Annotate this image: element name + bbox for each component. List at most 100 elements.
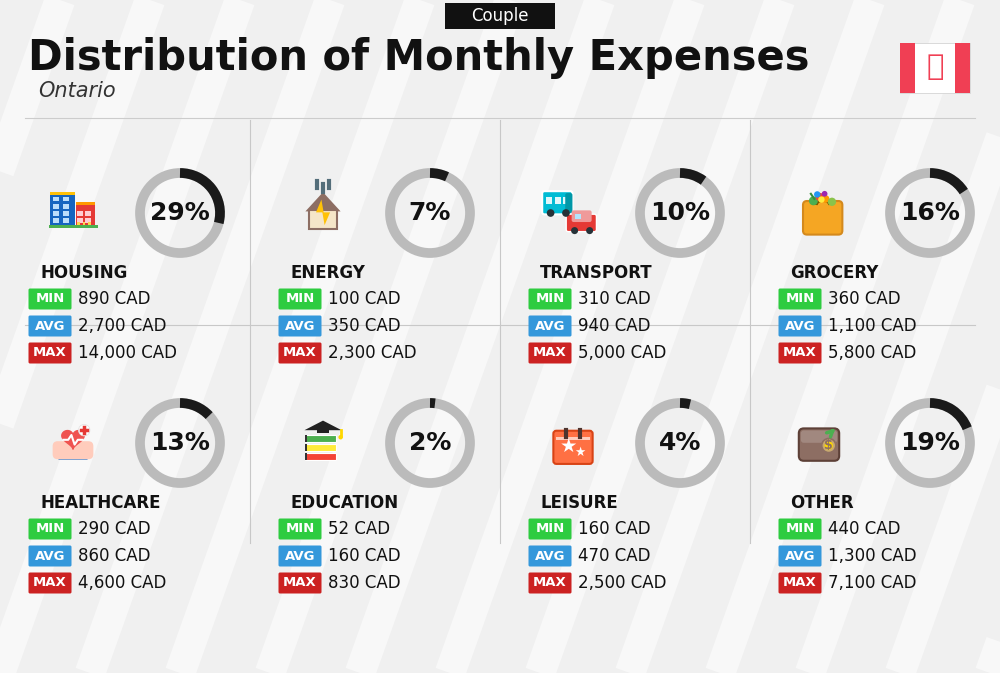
FancyBboxPatch shape xyxy=(53,211,59,215)
Text: 7,100 CAD: 7,100 CAD xyxy=(828,574,916,592)
Text: 16%: 16% xyxy=(900,201,960,225)
FancyBboxPatch shape xyxy=(528,518,572,540)
FancyBboxPatch shape xyxy=(572,211,592,222)
Text: 🍁: 🍁 xyxy=(926,53,944,81)
FancyBboxPatch shape xyxy=(305,453,336,460)
FancyBboxPatch shape xyxy=(778,289,822,310)
Text: MIN: MIN xyxy=(35,522,65,536)
FancyBboxPatch shape xyxy=(803,201,842,235)
Text: $: $ xyxy=(824,439,833,452)
FancyBboxPatch shape xyxy=(83,221,85,227)
FancyBboxPatch shape xyxy=(53,218,59,223)
FancyBboxPatch shape xyxy=(28,546,72,567)
FancyBboxPatch shape xyxy=(778,573,822,594)
Text: 10%: 10% xyxy=(650,201,710,225)
Text: 14,000 CAD: 14,000 CAD xyxy=(78,344,177,362)
FancyBboxPatch shape xyxy=(778,316,822,336)
Circle shape xyxy=(809,197,818,205)
FancyBboxPatch shape xyxy=(778,546,822,567)
Text: AVG: AVG xyxy=(785,549,815,563)
Text: 470 CAD: 470 CAD xyxy=(578,547,650,565)
Text: MIN: MIN xyxy=(285,293,315,306)
FancyBboxPatch shape xyxy=(63,218,69,223)
FancyBboxPatch shape xyxy=(63,204,69,209)
Text: 29%: 29% xyxy=(150,201,210,225)
FancyBboxPatch shape xyxy=(317,429,329,433)
Text: 4,600 CAD: 4,600 CAD xyxy=(78,574,166,592)
Text: 4%: 4% xyxy=(659,431,701,455)
FancyBboxPatch shape xyxy=(278,316,322,336)
Text: 7%: 7% xyxy=(409,201,451,225)
FancyBboxPatch shape xyxy=(28,518,72,540)
Text: 1,300 CAD: 1,300 CAD xyxy=(828,547,917,565)
Text: AVG: AVG xyxy=(535,549,565,563)
Text: MIN: MIN xyxy=(285,522,315,536)
FancyBboxPatch shape xyxy=(542,191,572,215)
FancyBboxPatch shape xyxy=(76,203,95,205)
FancyBboxPatch shape xyxy=(799,429,839,461)
Text: 160 CAD: 160 CAD xyxy=(578,520,651,538)
FancyBboxPatch shape xyxy=(28,316,72,336)
FancyBboxPatch shape xyxy=(553,431,593,464)
FancyBboxPatch shape xyxy=(900,43,970,93)
Text: 860 CAD: 860 CAD xyxy=(78,547,150,565)
Text: EDUCATION: EDUCATION xyxy=(290,494,398,512)
Text: MIN: MIN xyxy=(535,293,565,306)
FancyBboxPatch shape xyxy=(53,204,59,209)
FancyBboxPatch shape xyxy=(305,435,336,441)
Text: 1,100 CAD: 1,100 CAD xyxy=(828,317,917,335)
FancyBboxPatch shape xyxy=(28,573,72,594)
Text: 2,300 CAD: 2,300 CAD xyxy=(328,344,417,362)
FancyBboxPatch shape xyxy=(63,197,69,201)
Text: 310 CAD: 310 CAD xyxy=(578,290,651,308)
FancyBboxPatch shape xyxy=(278,289,322,310)
Text: 440 CAD: 440 CAD xyxy=(828,520,900,538)
FancyBboxPatch shape xyxy=(778,518,822,540)
Text: 830 CAD: 830 CAD xyxy=(328,574,401,592)
FancyBboxPatch shape xyxy=(278,573,322,594)
Polygon shape xyxy=(62,431,84,449)
Text: 290 CAD: 290 CAD xyxy=(78,520,151,538)
FancyBboxPatch shape xyxy=(305,444,336,451)
FancyBboxPatch shape xyxy=(305,435,307,441)
Polygon shape xyxy=(316,200,330,225)
Circle shape xyxy=(586,227,593,234)
FancyBboxPatch shape xyxy=(53,441,93,459)
Text: 19%: 19% xyxy=(900,431,960,455)
FancyBboxPatch shape xyxy=(88,221,91,227)
FancyBboxPatch shape xyxy=(555,197,561,204)
Text: LEISURE: LEISURE xyxy=(540,494,618,512)
Text: 890 CAD: 890 CAD xyxy=(78,290,150,308)
FancyBboxPatch shape xyxy=(50,192,75,227)
Circle shape xyxy=(822,191,827,197)
Text: 2%: 2% xyxy=(409,431,451,455)
FancyBboxPatch shape xyxy=(801,431,837,443)
Circle shape xyxy=(814,191,820,198)
Circle shape xyxy=(338,435,343,439)
FancyBboxPatch shape xyxy=(278,343,322,363)
FancyBboxPatch shape xyxy=(528,546,572,567)
Polygon shape xyxy=(305,192,341,211)
Polygon shape xyxy=(55,453,91,460)
Text: MAX: MAX xyxy=(533,577,567,590)
FancyBboxPatch shape xyxy=(556,437,590,439)
Text: MIN: MIN xyxy=(785,522,815,536)
FancyBboxPatch shape xyxy=(77,211,83,215)
Text: AVG: AVG xyxy=(285,549,315,563)
Text: ENERGY: ENERGY xyxy=(290,264,365,282)
Text: HEALTHCARE: HEALTHCARE xyxy=(40,494,160,512)
FancyBboxPatch shape xyxy=(445,3,555,29)
FancyBboxPatch shape xyxy=(50,192,75,195)
FancyBboxPatch shape xyxy=(528,573,572,594)
Text: 360 CAD: 360 CAD xyxy=(828,290,901,308)
Text: Distribution of Monthly Expenses: Distribution of Monthly Expenses xyxy=(28,37,810,79)
FancyBboxPatch shape xyxy=(278,546,322,567)
Text: MAX: MAX xyxy=(283,347,317,359)
FancyBboxPatch shape xyxy=(565,193,572,213)
Circle shape xyxy=(816,193,824,201)
FancyBboxPatch shape xyxy=(305,444,307,451)
Circle shape xyxy=(571,227,578,234)
Text: MIN: MIN xyxy=(535,522,565,536)
Text: GROCERY: GROCERY xyxy=(790,264,878,282)
Text: MIN: MIN xyxy=(785,293,815,306)
